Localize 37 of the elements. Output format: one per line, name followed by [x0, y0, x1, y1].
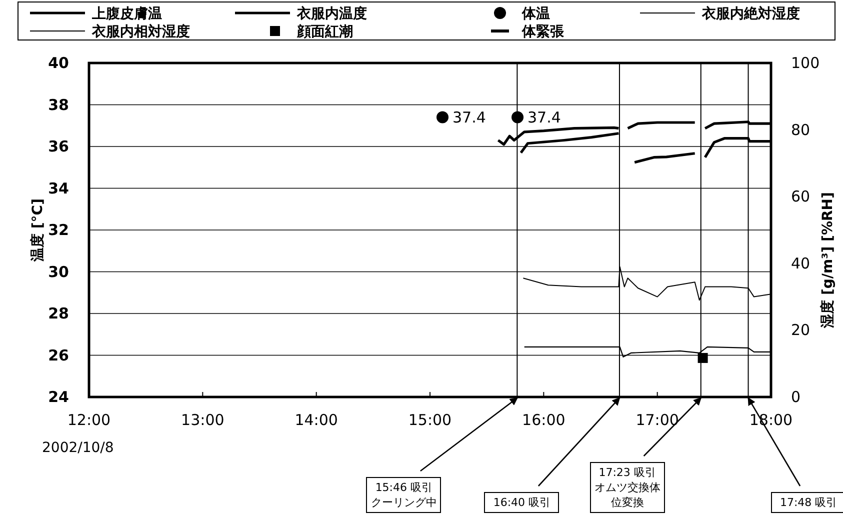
legend-label: 顔面紅潮	[296, 23, 353, 40]
x-tick-label: 17:00	[636, 411, 679, 429]
text: 2002/10/8	[42, 440, 114, 456]
y-axis-title: 温度 [°C]	[29, 198, 46, 262]
y2-tick-label: 40	[791, 254, 810, 272]
legend-label: 体緊張	[521, 24, 565, 40]
x-tick-label: 12:00	[67, 411, 111, 429]
y-tick-label: 40	[48, 54, 69, 72]
y-tick-label: 28	[48, 304, 69, 322]
legend-label: 上腹皮膚温	[91, 6, 162, 22]
y-tick-label: 26	[48, 346, 69, 364]
annotation: 17:23 吸引オムツ交換体位変換	[590, 462, 665, 513]
data-label: 37.4	[528, 108, 561, 126]
y-tick-label: 30	[48, 262, 69, 281]
y-tick-label: 34	[48, 179, 69, 198]
y-tick-label: 36	[48, 138, 69, 156]
annotation: 15:46 吸引クーリング中	[366, 477, 442, 513]
y2-tick-label: 80	[791, 120, 810, 139]
x-tick-label: 14:00	[294, 411, 338, 429]
legend-label: 衣服内温度	[296, 5, 367, 22]
y2-tick-label: 100	[791, 54, 820, 72]
annotation: 16:40 吸引	[484, 492, 560, 513]
x-tick-label: 15:00	[408, 411, 452, 429]
data-label: 37.4	[452, 108, 486, 126]
y2-axis-title: 湿度 [g/m³] [%RH]	[819, 192, 836, 329]
y-tick-label: 24	[48, 388, 69, 406]
y2-tick-label: 60	[791, 188, 810, 206]
x-tick-label: 16:00	[522, 411, 566, 429]
x-tick-label: 13:00	[181, 411, 224, 429]
legend-label: 衣服内相対湿度	[91, 23, 190, 40]
y2-tick-label: 0	[791, 388, 801, 406]
legend-label: 衣服内絶対湿度	[701, 5, 800, 22]
y2-tick-label: 20	[791, 321, 810, 340]
legend-label: 体温	[521, 6, 550, 22]
annotation: 17:48 吸引	[771, 492, 843, 513]
y-tick-label: 32	[48, 221, 69, 239]
y-tick-label: 38	[48, 96, 69, 114]
